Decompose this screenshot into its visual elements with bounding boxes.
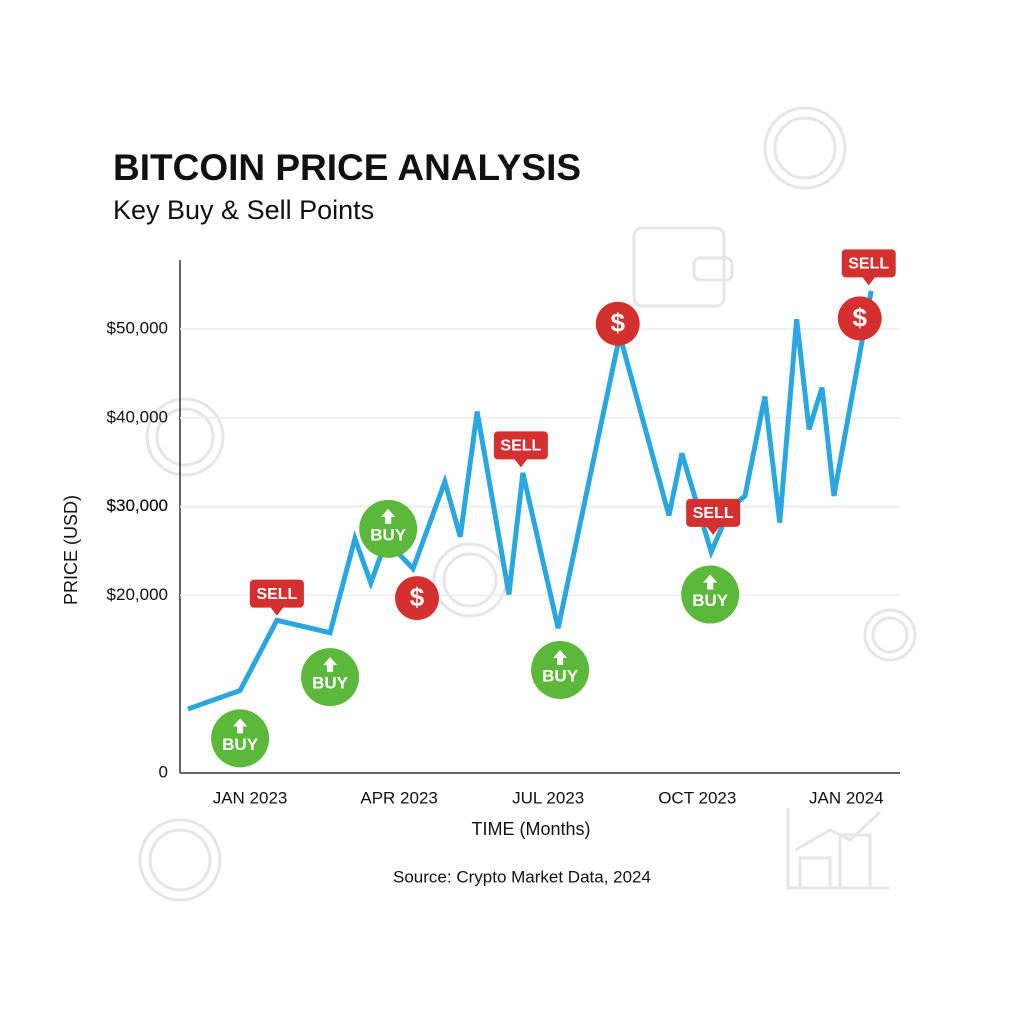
annotation-label: SELL — [848, 256, 889, 273]
x-tick-label: JUL 2023 — [512, 788, 584, 807]
y-axis-label: PRICE (USD) — [61, 495, 81, 605]
annotation-label: $ — [410, 582, 425, 612]
annotation: $ — [395, 576, 440, 621]
annotation: BUY — [531, 641, 590, 699]
price-line — [187, 290, 874, 712]
dollar-marker — [395, 576, 440, 621]
annotation-label: BUY — [312, 674, 349, 693]
sell-tag — [493, 431, 548, 460]
y-tick-label: $30,000 — [107, 496, 168, 515]
y-tick-label: $50,000 — [107, 319, 168, 338]
x-tick-label: OCT 2023 — [658, 788, 736, 807]
annotation-label: BUY — [370, 525, 407, 544]
annotation-label: BUY — [222, 735, 259, 754]
annotation: SELL — [249, 579, 304, 616]
annotation-label: BUY — [542, 666, 579, 685]
tag-pointer — [269, 606, 284, 616]
y-tick-label: 0 — [159, 762, 168, 781]
annotation: $ — [595, 301, 640, 346]
buy-marker — [211, 709, 270, 768]
annotation-label: SELL — [693, 505, 734, 522]
annotation: BUY — [211, 709, 270, 768]
buy-marker — [681, 565, 740, 624]
annotation: SELL — [841, 249, 896, 286]
y-tick-label: $20,000 — [107, 585, 168, 604]
tag-pointer — [513, 458, 528, 468]
x-axis-label: TIME (Months) — [471, 819, 590, 839]
up-arrow — [233, 718, 248, 734]
up-arrow — [323, 657, 338, 673]
annotation: SELL — [493, 431, 548, 468]
sell-tag — [249, 579, 304, 608]
x-tick-label: APR 2023 — [360, 788, 438, 807]
x-tick-label: JAN 2023 — [213, 788, 288, 807]
annotation-label: $ — [853, 302, 868, 332]
chart-subtitle: Key Buy & Sell Points — [113, 195, 374, 225]
tag-pointer — [861, 276, 876, 286]
y-tick-label: $30,000 — [107, 496, 168, 515]
up-arrow — [381, 508, 396, 524]
chart-title: BITCOIN PRICE ANALYSIS — [113, 147, 581, 188]
dollar-marker — [595, 301, 640, 346]
annotation: $ — [837, 296, 882, 341]
up-arrow — [703, 574, 718, 590]
buy-marker — [359, 499, 418, 558]
x-tick-label: JAN 2024 — [809, 788, 884, 807]
annotation-label: SELL — [256, 586, 297, 603]
sell-tag — [686, 498, 741, 527]
buy-marker — [301, 648, 360, 707]
tag-pointer — [706, 525, 721, 535]
up-arrow — [553, 650, 568, 665]
dollar-marker — [837, 296, 882, 341]
annotation: BUY — [301, 648, 360, 707]
annotation: BUY — [359, 499, 418, 558]
annotation-label: $ — [611, 308, 626, 338]
annotation-label: SELL — [500, 438, 541, 455]
annotation: SELL — [686, 498, 741, 535]
annotation: BUY — [681, 565, 740, 624]
sell-tag — [841, 249, 896, 278]
buy-marker — [531, 641, 590, 699]
annotation-label: BUY — [692, 591, 729, 610]
source-note: Source: Crypto Market Data, 2024 — [393, 867, 651, 886]
y-tick-label: $40,000 — [107, 407, 168, 426]
background-icons — [138, 106, 917, 902]
